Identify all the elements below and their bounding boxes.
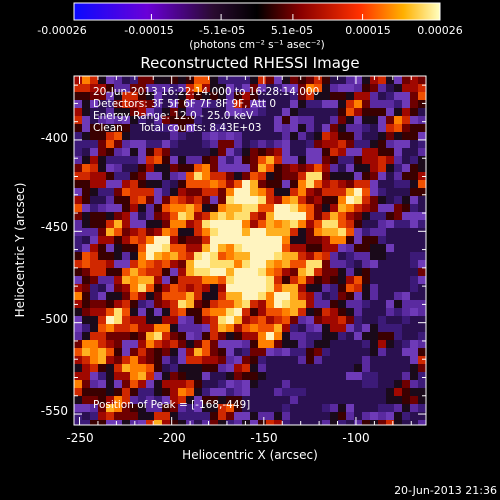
plot-frame [73, 75, 427, 426]
x-axis-label: Heliocentric X (arcsec) [182, 448, 318, 462]
method-counts: Clean Total counts: 8.43E+03 [93, 122, 262, 134]
x-tick-label: -150 [250, 431, 277, 445]
energy-range: Energy Range: 12.0 - 25.0 keV [93, 110, 254, 122]
y-tick-label: -550 [41, 404, 68, 418]
colorbar-tick-label: -5.1e-05 [199, 24, 245, 37]
colorbar [73, 2, 441, 21]
colorbar-tick-label: -0.00015 [124, 24, 173, 37]
x-tick-label: -100 [342, 431, 369, 445]
colorbar-tick-label: -0.00026 [37, 24, 86, 37]
colorbar-units: (photons cm⁻² s⁻¹ asec⁻²) [189, 39, 324, 51]
footer-timestamp: 20-Jun-2013 21:36 [394, 484, 497, 497]
y-axis-label: Heliocentric Y (arcsec) [13, 183, 27, 318]
colorbar-ticks [73, 14, 441, 20]
colorbar-tick-label: 5.1e-05 [271, 24, 313, 37]
y-tick-label: -500 [41, 312, 68, 326]
y-tick-label: -400 [41, 131, 68, 145]
detectors-info: Detectors: 3F 5F 6F 7F 8F 9F, Att 0 [93, 98, 276, 110]
heatmap-image [74, 76, 426, 425]
x-tick-label: -250 [66, 431, 93, 445]
x-tick-label: -200 [158, 431, 185, 445]
peak-position: Position of Peak = [-168,-449] [93, 399, 250, 411]
colorbar-tick-label: 0.00026 [417, 24, 463, 37]
axis-ticks [74, 76, 426, 425]
observation-time: 20-Jun-2013 16:22:14.000 to 16:28:14.000 [93, 86, 319, 98]
chart-title: Reconstructed RHESSI Image [140, 54, 359, 72]
y-tick-label: -450 [41, 220, 68, 234]
colorbar-tick-label: 0.00015 [345, 24, 391, 37]
